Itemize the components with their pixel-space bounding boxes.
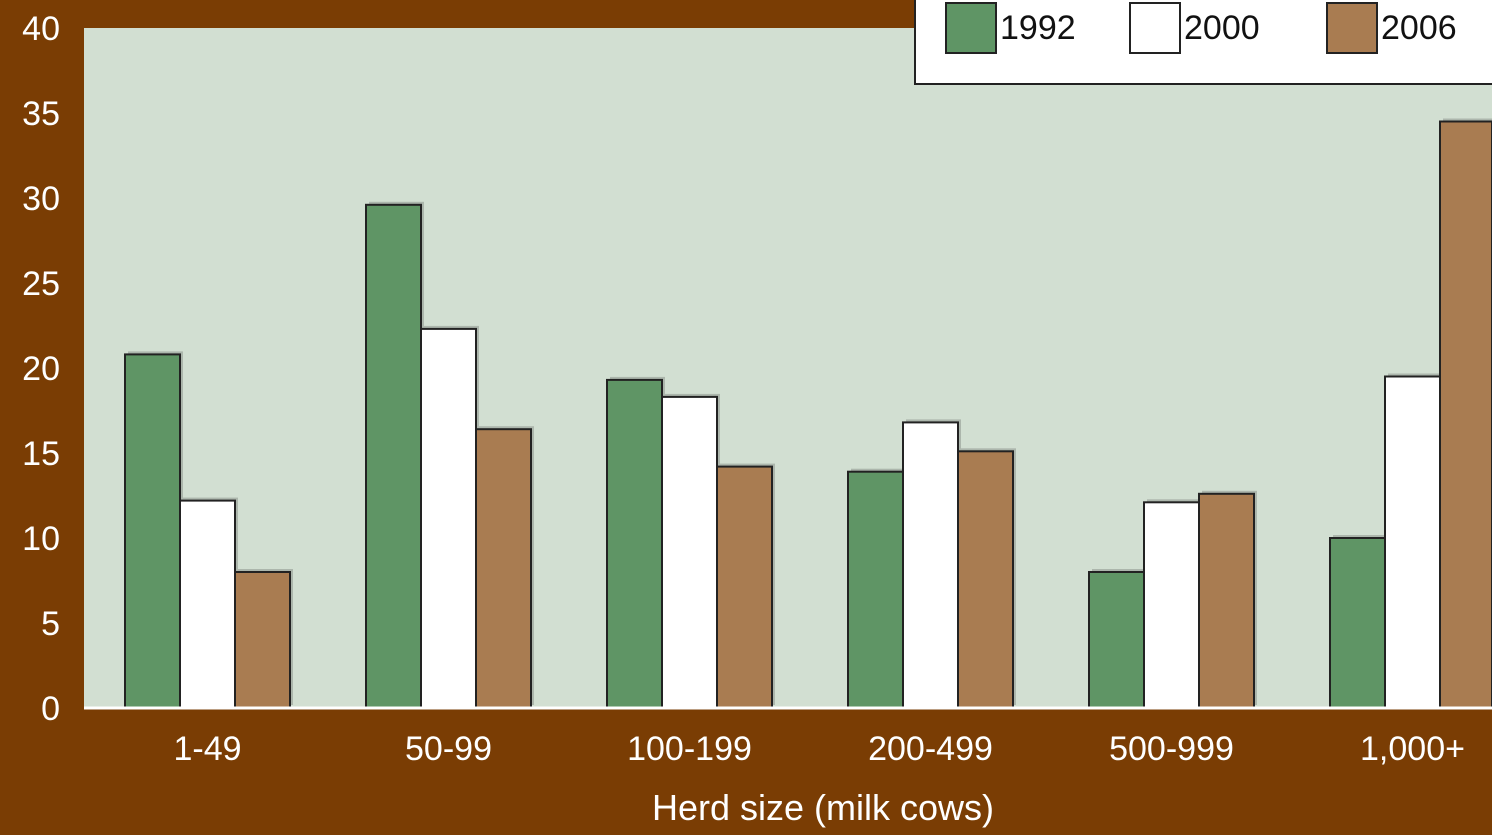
x-tick-label: 1-49 — [173, 730, 241, 768]
bar-2000-50-99 — [420, 327, 477, 709]
bar-2006-100-199 — [716, 465, 773, 709]
bar-2006-50-99 — [475, 428, 532, 709]
bar-1992-1,000+ — [1329, 537, 1386, 709]
bar-1992-500-999 — [1088, 571, 1145, 709]
bar-1992-50-99 — [365, 203, 422, 710]
y-tick-label: 35 — [22, 95, 60, 133]
legend-label: 1992 — [1000, 9, 1076, 47]
bar-2000-200-499 — [902, 421, 959, 709]
x-tick-label: 100-199 — [627, 730, 752, 768]
plot-area — [84, 28, 1492, 708]
bar-2006-500-999 — [1198, 492, 1255, 709]
y-tick-label: 5 — [41, 605, 60, 643]
legend-swatch-2006 — [1326, 2, 1378, 54]
legend: 1992 2000 2006 — [914, 0, 1492, 85]
x-axis-label: Herd size (milk cows) — [652, 787, 994, 828]
x-tick-label: 500-999 — [1109, 730, 1234, 768]
bar-1992-200-499 — [847, 470, 904, 710]
y-tick-label: 30 — [22, 180, 60, 218]
y-tick-label: 25 — [22, 265, 60, 303]
legend-box — [914, 0, 1492, 85]
bar-2006-1,000+ — [1439, 120, 1492, 709]
bar-2006-200-499 — [957, 450, 1014, 709]
y-tick-label: 20 — [22, 350, 60, 388]
y-axis: 0 5 10 15 20 25 30 35 40 — [22, 10, 60, 728]
x-tick-label: 50-99 — [405, 730, 492, 768]
bar-2000-100-199 — [661, 395, 718, 709]
y-tick-label: 15 — [22, 435, 60, 473]
y-tick-label: 0 — [41, 690, 60, 728]
bar-1992-100-199 — [606, 378, 663, 709]
x-tick-label: 1,000+ — [1360, 730, 1465, 768]
legend-swatch-2000 — [1129, 2, 1181, 54]
x-tick-label: 200-499 — [868, 730, 993, 768]
bars — [124, 118, 1492, 710]
legend-swatch-1992 — [945, 2, 997, 54]
legend-label: 2006 — [1381, 9, 1457, 47]
bar-2000-1-49 — [179, 499, 236, 709]
bar-2000-500-999 — [1143, 501, 1200, 709]
bar-2000-1,000+ — [1384, 375, 1441, 709]
legend-label: 2000 — [1184, 9, 1260, 47]
bar-1992-1-49 — [124, 353, 181, 709]
y-tick-label: 10 — [22, 520, 60, 558]
x-axis: 1-49 50-99 100-199 200-499 500-999 1,000+ — [173, 730, 1465, 768]
bar-2006-1-49 — [234, 571, 291, 709]
y-tick-label: 40 — [22, 10, 60, 48]
